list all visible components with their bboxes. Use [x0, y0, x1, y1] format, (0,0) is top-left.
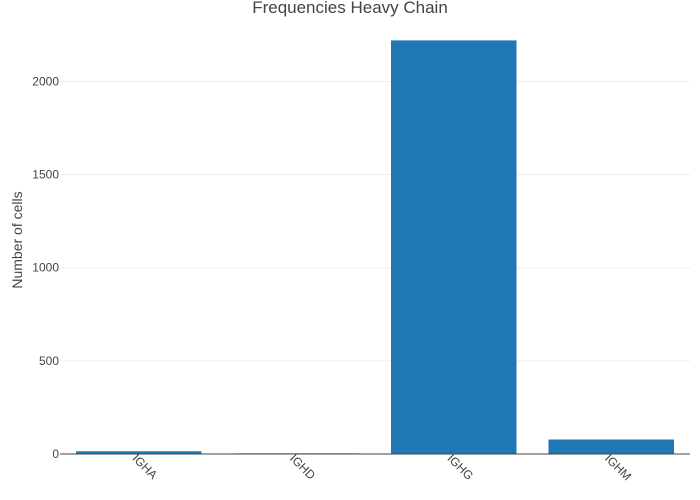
y-tick-label: 0 [52, 447, 59, 461]
x-tick-label: IGHA [130, 451, 161, 482]
y-tick-label: 500 [39, 354, 59, 368]
y-axis-label: Number of cells [9, 191, 25, 288]
x-tick-label: IGHG [445, 451, 477, 483]
y-tick-labels: 0 500 1000 1500 2000 [32, 74, 59, 461]
y-tick-label: 1000 [32, 261, 59, 275]
gridlines [60, 80, 690, 362]
y-tick-label: 1500 [32, 168, 59, 182]
y-tick-label: 2000 [32, 74, 59, 88]
x-tick-labels: IGHA IGHD IGHG IGHM [130, 451, 635, 483]
bars [75, 39, 675, 455]
x-tick-label: IGHM [602, 451, 634, 483]
x-tick-label: IGHD [287, 451, 318, 482]
chart-title: Frequencies Heavy Chain [252, 0, 448, 17]
bar-ighg[interactable] [390, 39, 517, 455]
